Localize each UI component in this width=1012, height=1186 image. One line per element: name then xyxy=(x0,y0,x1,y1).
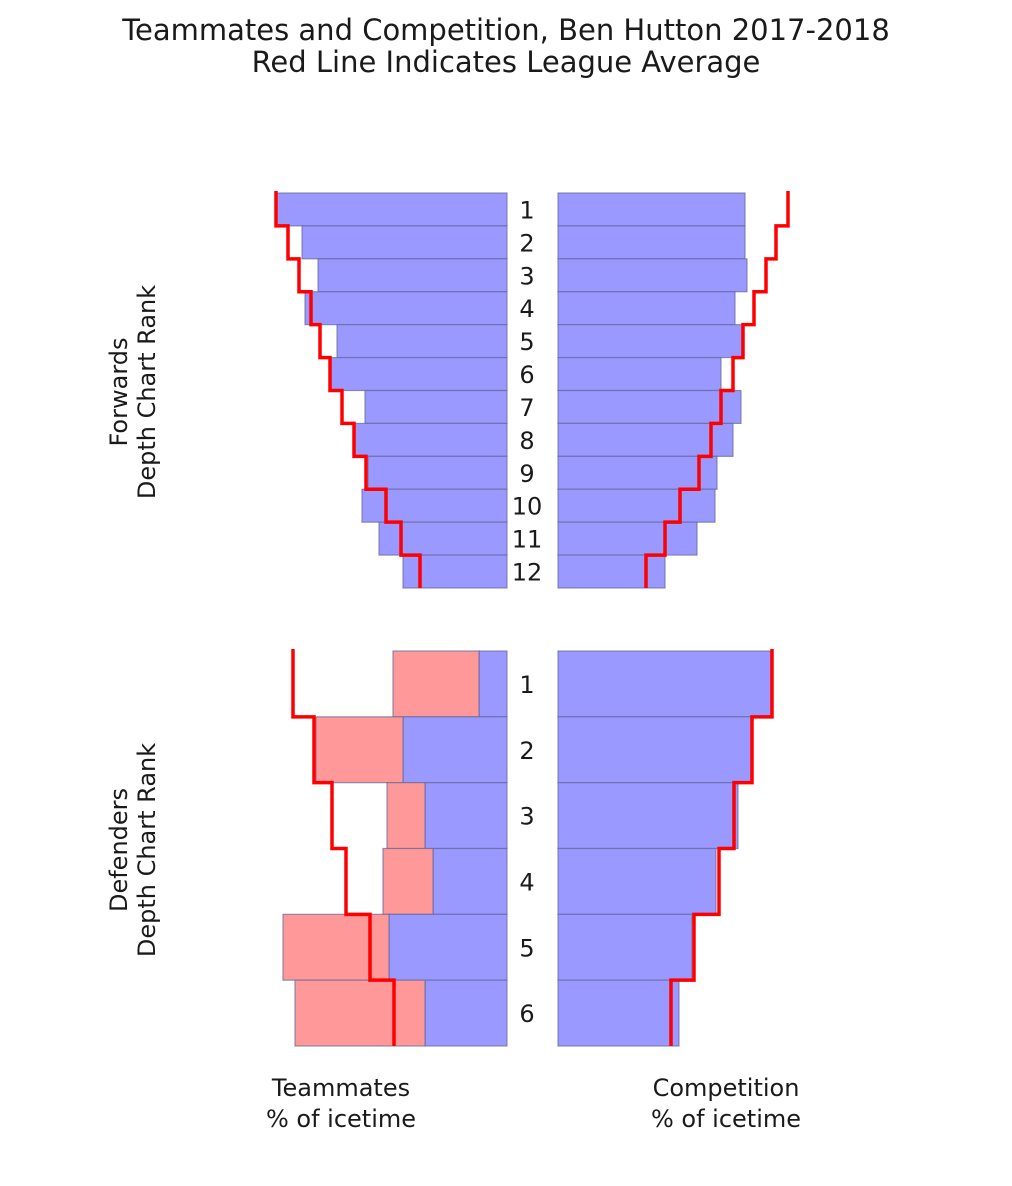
defenders-competition-bar xyxy=(557,716,752,784)
forwards-competition-bar xyxy=(557,356,722,392)
defenders-y-label-line1: Defenders xyxy=(105,788,133,912)
forwards-teammates-bar xyxy=(367,455,508,490)
forwards-teammates-bar xyxy=(301,225,508,260)
defenders-competition-league-avg-line xyxy=(669,649,774,1046)
defenders-teammates-defender-bar xyxy=(315,716,404,784)
forwards-teammates-bar xyxy=(364,389,508,425)
defenders-competition-bar xyxy=(557,650,772,718)
teammates-x-label-line2: % of icetime xyxy=(265,1105,417,1133)
defenders-competition-bar xyxy=(557,847,717,915)
defenders-teammates-forward-bar xyxy=(402,716,508,784)
defenders-teammates-forward-bar xyxy=(432,847,508,915)
defenders-teammates-defender-bar xyxy=(392,650,480,718)
defenders-y-label-line2: Depth Chart Rank xyxy=(133,743,161,957)
forwards-teammates-bar xyxy=(378,521,508,556)
forwards-competition-bar xyxy=(557,389,742,425)
forwards-competition-bar xyxy=(557,225,746,260)
teammates-x-label-line1: Teammates xyxy=(271,1074,411,1102)
forwards-rank-label: 10 xyxy=(512,493,543,521)
teammates-x-axis-label: Teammates % of icetime xyxy=(211,1073,471,1135)
forwards-teammates-league-avg-line xyxy=(274,191,422,588)
forwards-rank-label: 6 xyxy=(519,361,534,389)
defenders-competition-bar xyxy=(557,979,680,1047)
defenders-rank-label: 5 xyxy=(519,934,534,962)
forwards-y-label-line1: Forwards xyxy=(105,337,133,446)
forwards-rank-label: 7 xyxy=(519,394,534,422)
forwards-competition-bar xyxy=(557,192,746,227)
forwards-y-label-line2: Depth Chart Rank xyxy=(133,285,161,499)
competition-x-label-line2: % of icetime xyxy=(650,1105,802,1133)
defenders-teammates-defender-bar xyxy=(382,847,434,915)
forwards-teammates-bar xyxy=(354,422,508,457)
defenders-teammates-defender-bar xyxy=(282,913,390,981)
defenders-teammates-league-avg-line xyxy=(291,649,396,1046)
defenders-competition-bar xyxy=(557,913,693,981)
chart-subtitle: Red Line Indicates League Average xyxy=(251,45,761,79)
defenders-teammates-defender-bar xyxy=(294,979,426,1047)
forwards-teammates-bar xyxy=(275,192,508,227)
defenders-teammates-forward-bar xyxy=(388,913,508,981)
defenders-competition-bar xyxy=(557,782,739,850)
forwards-competition-bar xyxy=(557,291,736,326)
defenders-rank-label: 3 xyxy=(519,803,534,831)
forwards-competition-bar xyxy=(557,521,698,556)
forwards-competition-bar xyxy=(557,324,743,359)
forwards-y-axis-label: Forwards Depth Chart Rank xyxy=(105,285,161,499)
forwards-competition-bar xyxy=(557,488,716,523)
forwards-teammates-bar xyxy=(317,258,508,293)
forwards-competition-bar xyxy=(557,422,734,457)
forwards-rank-label: 5 xyxy=(519,328,534,356)
forwards-competition-bar xyxy=(557,258,748,293)
defenders-teammates-forward-bar xyxy=(478,650,508,718)
forwards-competition-bar xyxy=(557,554,666,589)
defenders-rank-label: 2 xyxy=(519,737,534,765)
forwards-teammates-bar xyxy=(336,324,508,359)
defenders-rank-label: 6 xyxy=(519,1000,534,1028)
forwards-rank-label: 11 xyxy=(512,526,543,554)
defenders-rank-label: 1 xyxy=(519,671,534,699)
forwards-teammates-bar xyxy=(361,488,508,523)
defenders-teammates-forward-bar xyxy=(424,782,508,850)
forwards-competition-league-avg-line xyxy=(644,191,790,588)
forwards-rank-label: 4 xyxy=(519,295,534,323)
defenders-rank-label: 4 xyxy=(519,868,534,896)
forwards-rank-label: 2 xyxy=(519,229,534,257)
chart-title: Teammates and Competition, Ben Hutton 20… xyxy=(122,13,890,47)
forwards-rank-label: 1 xyxy=(519,196,534,224)
defenders-y-axis-label: Defenders Depth Chart Rank xyxy=(105,743,161,957)
forwards-rank-label: 3 xyxy=(519,262,534,290)
competition-x-axis-label: Competition % of icetime xyxy=(596,1073,856,1135)
forwards-rank-label: 12 xyxy=(512,559,543,587)
defenders-teammates-defender-bar xyxy=(386,782,426,850)
forwards-teammates-bar xyxy=(330,356,508,392)
defenders-teammates-forward-bar xyxy=(424,979,508,1047)
forwards-competition-bar xyxy=(557,455,718,490)
forwards-rank-label: 9 xyxy=(519,460,534,488)
forwards-teammates-bar xyxy=(304,291,508,326)
competition-x-label-line1: Competition xyxy=(652,1074,800,1102)
forwards-rank-label: 8 xyxy=(519,427,534,455)
